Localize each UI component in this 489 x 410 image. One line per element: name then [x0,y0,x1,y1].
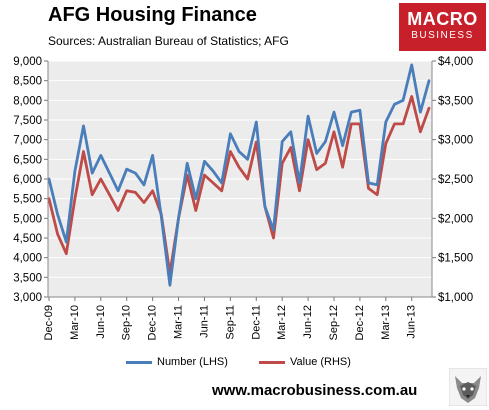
y-left-tick-label: 5,000 [13,213,42,225]
x-tick-label: Mar-10 [69,305,81,340]
y-left-tick-label: 3,000 [13,292,42,304]
x-tick-label: Dec-09 [43,305,55,340]
y-left-tick-label: 4,000 [13,253,42,265]
x-tick-label: Sep-12 [328,305,340,340]
x-tick-label: Mar-13 [380,305,392,340]
logo-line-2: BUSINESS [411,30,474,41]
logo-line-1: MACRO [407,9,478,29]
y-right-tick-label: $1,500 [438,253,473,265]
y-left-tick-label: 6,500 [13,154,42,166]
legend-item-number: Number (LHS) [126,356,228,368]
legend-swatch-value [259,360,285,364]
chart-legend: Number (LHS) Value (RHS) [0,356,489,372]
series-line-number [47,63,431,287]
y-right-tick-label: $3,000 [438,135,473,147]
y-left-tick-label: 7,000 [13,135,42,147]
y-right-tick-label: $4,000 [438,56,473,68]
y-left-tick-label: 8,000 [13,95,42,107]
y-right-tick-label: $3,500 [438,95,473,107]
chart-title: AFG Housing Finance [48,4,257,26]
y-right-tick-label: $1,000 [438,292,473,304]
y-left-tick-label: 8,500 [13,76,42,88]
chart-subtitle: Sources: Australian Bureau of Statistics… [48,34,289,48]
y-left-tick-label: 4,500 [13,233,42,245]
x-tick-label: Sep-10 [121,305,133,340]
wolf-logo-icon [449,368,487,406]
footer-url[interactable]: www.macrobusiness.com.au [212,382,418,399]
x-tick-label: Sep-11 [224,305,236,340]
x-tick-label: Jun-11 [198,305,210,338]
x-tick-label: Mar-11 [173,305,185,339]
y-left-tick-label: 7,500 [13,115,42,127]
x-tick-label: Dec-12 [354,305,366,340]
y-left-tick-label: 3,500 [13,272,42,284]
y-right-tick-label: $2,500 [438,174,473,186]
x-tick-label: Dec-11 [250,305,262,340]
macrobusiness-logo: MACRO BUSINESS [399,3,486,51]
x-tick-label: Jun-12 [302,305,314,339]
x-tick-label: Mar-12 [276,305,288,340]
y-right-tick-label: $2,000 [438,213,473,225]
x-tick-label: Jun-13 [406,305,418,339]
y-left-tick-label: 6,000 [13,174,42,186]
y-left-tick-label: 9,000 [13,56,42,68]
legend-item-value: Value (RHS) [259,356,351,368]
legend-label-number: Number (LHS) [157,356,228,368]
x-tick-label: Jun-10 [95,305,107,339]
legend-label-value: Value (RHS) [290,356,351,368]
x-tick-label: Dec-10 [147,305,159,340]
y-left-tick-label: 5,500 [13,194,42,206]
legend-swatch-number [126,360,152,364]
